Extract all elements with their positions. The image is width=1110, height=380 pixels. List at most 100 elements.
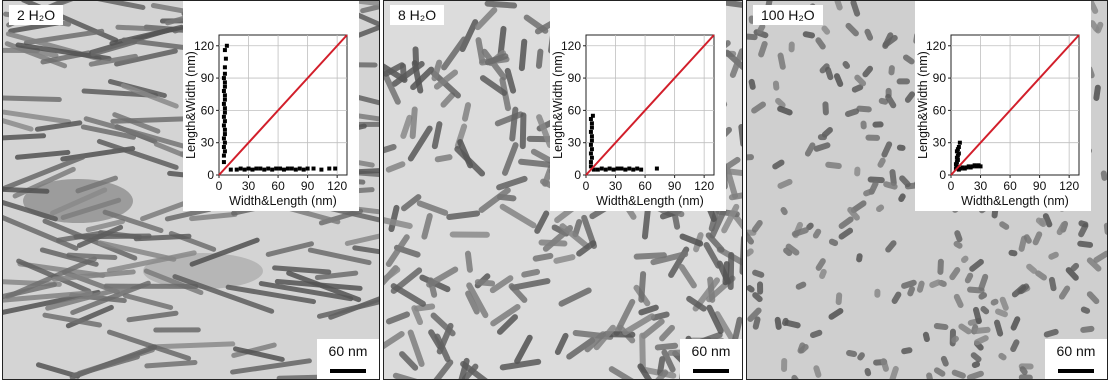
data-point bbox=[258, 167, 262, 171]
y-tick-label: 120 bbox=[561, 39, 581, 53]
nanorod bbox=[835, 292, 842, 305]
data-point bbox=[239, 167, 243, 171]
x-tick-label: 0 bbox=[216, 179, 223, 193]
nanorod bbox=[854, 166, 861, 176]
data-point bbox=[608, 167, 612, 171]
data-point bbox=[224, 57, 228, 61]
nanorod bbox=[822, 101, 829, 115]
panel-label: 8 H₂O bbox=[390, 5, 444, 25]
data-point bbox=[590, 147, 594, 151]
y-tick-label: 30 bbox=[568, 136, 582, 150]
data-point bbox=[225, 44, 229, 48]
data-point bbox=[222, 160, 226, 164]
nanorod bbox=[520, 112, 527, 149]
data-point bbox=[298, 167, 302, 171]
scale-bar-box: 60 nm bbox=[1045, 339, 1107, 379]
nanorod bbox=[872, 121, 883, 127]
x-tick-label: 60 bbox=[1003, 179, 1017, 193]
x-tick-label: 90 bbox=[668, 179, 682, 193]
data-point bbox=[254, 167, 258, 171]
data-point bbox=[222, 102, 226, 106]
tem-panel-100-h2o: 100 H₂O 0 30 60 90 120 0 30 60 90 120 Width&Length… bbox=[746, 0, 1108, 380]
scale-bar bbox=[330, 369, 366, 373]
data-point bbox=[590, 156, 594, 160]
x-tick-label: 30 bbox=[974, 179, 988, 193]
nanorod bbox=[450, 231, 490, 237]
data-point bbox=[223, 72, 227, 76]
data-point bbox=[591, 114, 595, 118]
scale-bar bbox=[1058, 369, 1094, 373]
x-tick-label: 90 bbox=[301, 179, 315, 193]
data-point bbox=[631, 168, 635, 172]
y-tick-label: 90 bbox=[568, 71, 582, 85]
data-point bbox=[222, 136, 226, 140]
data-point bbox=[223, 111, 227, 115]
nanorod bbox=[781, 358, 787, 372]
data-point bbox=[589, 143, 593, 147]
x-tick-label: 0 bbox=[948, 179, 955, 193]
nanorod bbox=[153, 327, 201, 332]
data-point bbox=[243, 168, 247, 172]
y-axis-label: Length&Width (nm) bbox=[551, 51, 565, 159]
data-point bbox=[294, 168, 298, 172]
data-point bbox=[223, 128, 227, 132]
data-point bbox=[223, 149, 227, 153]
data-point bbox=[278, 167, 282, 171]
data-point bbox=[250, 168, 254, 172]
scatter-chart: 0 30 60 90 1200306090120Width&Length (nm)Len… bbox=[183, 1, 359, 211]
data-point bbox=[979, 164, 983, 168]
y-tick-label: 60 bbox=[201, 103, 215, 117]
data-point bbox=[266, 167, 270, 171]
data-point bbox=[223, 141, 227, 145]
scale-bar-box: 60 nm bbox=[680, 339, 742, 379]
y-tick-label: 90 bbox=[933, 71, 947, 85]
scatter-inset: 0 30 60 90 120 0 30 60 90 120 Width&Length (nm) Len… bbox=[183, 1, 359, 211]
x-tick-label: 120 bbox=[1059, 179, 1079, 193]
x-tick-label: 60 bbox=[271, 179, 285, 193]
x-tick-label: 60 bbox=[638, 179, 652, 193]
x-axis-label: Width&Length (nm) bbox=[596, 194, 704, 208]
data-point bbox=[604, 168, 608, 172]
data-point bbox=[612, 168, 616, 172]
nanorod bbox=[865, 135, 880, 141]
panel-label: 2 H₂O bbox=[9, 5, 63, 25]
scatter-chart: 0 30 60 90 1200306090120Width&Length (nm)Len… bbox=[550, 1, 726, 211]
x-axis-label: Width&Length (nm) bbox=[961, 194, 1069, 208]
x-tick-label: 120 bbox=[694, 179, 714, 193]
y-axis-label: Length&Width (nm) bbox=[184, 51, 198, 159]
scale-bar-label: 60 nm bbox=[1045, 343, 1107, 359]
data-point bbox=[223, 119, 227, 123]
data-point bbox=[639, 168, 643, 172]
data-point bbox=[312, 167, 316, 171]
y-tick-label: 0 bbox=[207, 168, 214, 182]
data-point bbox=[222, 89, 226, 93]
nanorod bbox=[789, 41, 795, 52]
data-point bbox=[223, 65, 227, 69]
data-point bbox=[223, 106, 227, 110]
data-point bbox=[623, 168, 627, 172]
data-point bbox=[635, 167, 639, 171]
data-point bbox=[590, 139, 594, 143]
nanorod bbox=[757, 281, 763, 294]
data-point bbox=[262, 168, 266, 172]
data-point bbox=[286, 167, 290, 171]
data-point bbox=[282, 168, 286, 172]
data-point bbox=[589, 160, 593, 164]
y-tick-label: 60 bbox=[933, 103, 947, 117]
data-point bbox=[333, 167, 337, 171]
nanorod bbox=[1019, 374, 1033, 380]
y-tick-label: 60 bbox=[568, 103, 582, 117]
data-point bbox=[290, 167, 294, 171]
data-point bbox=[589, 130, 593, 134]
y-tick-label: 0 bbox=[939, 168, 946, 182]
y-tick-label: 0 bbox=[574, 168, 581, 182]
data-point bbox=[222, 115, 226, 119]
data-point bbox=[590, 126, 594, 130]
tem-panel-8-h2o: 8 H₂O 0 30 60 90 120 0 30 60 90 120 Width&Length (… bbox=[383, 0, 743, 380]
scale-bar-box: 60 nm bbox=[317, 339, 379, 379]
data-point bbox=[223, 93, 227, 97]
scale-bar bbox=[693, 369, 729, 373]
data-point bbox=[958, 141, 962, 145]
data-point bbox=[223, 80, 227, 84]
data-point bbox=[223, 132, 227, 136]
